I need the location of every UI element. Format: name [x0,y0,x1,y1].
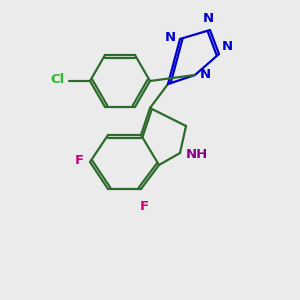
Text: N: N [200,68,211,82]
Text: F: F [140,200,148,212]
Text: N: N [203,13,214,26]
Text: NH: NH [186,148,208,161]
Text: N: N [164,31,175,44]
Text: Cl: Cl [50,73,64,86]
Text: N: N [222,40,233,52]
Text: F: F [74,154,83,167]
